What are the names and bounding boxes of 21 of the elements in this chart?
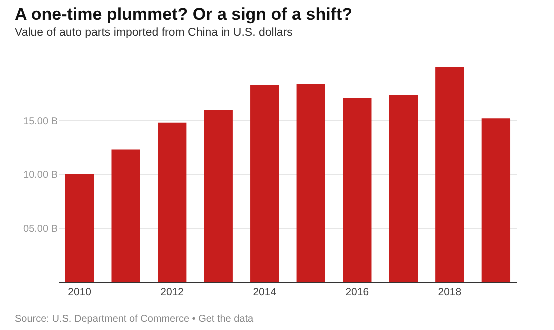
x-tick-label: 2016	[346, 286, 370, 299]
bar	[250, 85, 280, 282]
y-tick-label: 15.00 B	[24, 116, 58, 128]
bar	[296, 84, 326, 282]
bar	[482, 118, 511, 282]
source-note: Source: U.S. Department of Commerce • Get the data	[15, 314, 254, 325]
bar	[436, 67, 464, 282]
bar	[343, 98, 372, 282]
bar	[112, 150, 140, 282]
x-tick-label: 2012	[160, 286, 184, 299]
bar	[65, 174, 94, 282]
bar	[158, 122, 187, 282]
y-tick-label: 10.00 B	[24, 170, 58, 181]
x-tick-label: 2010	[68, 286, 92, 299]
chart-title: A one-time plummet? Or a sign of a shift?	[15, 5, 353, 24]
x-tick-label: 2014	[253, 286, 277, 299]
x-tick-label: 2018	[438, 286, 462, 299]
chart-subtitle: Value of auto parts imported from China in U.S. dollars	[15, 27, 294, 39]
y-tick-label: 05.00 B	[24, 224, 58, 235]
bar	[204, 110, 233, 282]
bar	[389, 94, 418, 282]
